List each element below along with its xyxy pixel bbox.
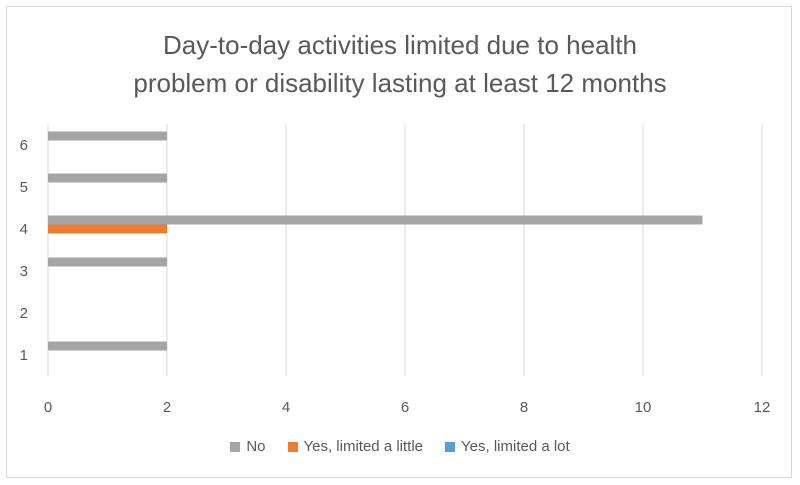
chart-title-line-2: problem or disability lasting at least 1…: [133, 68, 667, 98]
x-tick-label: 6: [401, 399, 409, 416]
x-tick-label: 8: [520, 399, 528, 416]
x-tick-label: 4: [282, 399, 290, 416]
bar-no-cat-1: [48, 341, 167, 351]
chart-title-line-1: Day-to-day activities limited due to hea…: [162, 30, 637, 60]
x-tick-label: 10: [635, 399, 652, 416]
bar-yes-limited-a-little-cat-4: [48, 224, 167, 234]
bar-no-cat-6: [48, 131, 167, 141]
y-tick-label: 1: [20, 347, 28, 364]
legend-item-limited-little: Yes, limited a little: [287, 438, 424, 455]
y-tick-label: 4: [20, 221, 28, 238]
chart-frame: [6, 6, 792, 478]
x-tick-label: 0: [44, 399, 52, 416]
legend-label-limited-little: Yes, limited a little: [303, 438, 424, 455]
y-tick-label: 6: [20, 137, 28, 154]
y-tick-label: 3: [20, 263, 28, 280]
bar-no-cat-5: [48, 173, 167, 183]
chart-legend: No Yes, limited a little Yes, limited a …: [0, 438, 800, 455]
y-tick-label: 5: [20, 179, 28, 196]
legend-label-limited-lot: Yes, limited a lot: [461, 438, 570, 455]
x-tick-label: 12: [754, 399, 771, 416]
legend-swatch-no: [230, 441, 241, 452]
bar-no-cat-4: [48, 215, 703, 225]
x-tick-label: 2: [163, 399, 171, 416]
bar-no-cat-3: [48, 257, 167, 267]
y-tick-label: 2: [20, 305, 28, 322]
legend-label-no: No: [246, 438, 266, 455]
legend-item-limited-lot: Yes, limited a lot: [445, 438, 570, 455]
legend-item-no: No: [230, 438, 266, 455]
chart-title: Day-to-day activities limited due to hea…: [0, 26, 800, 102]
legend-swatch-limited-little: [287, 441, 298, 452]
legend-swatch-limited-lot: [445, 441, 456, 452]
